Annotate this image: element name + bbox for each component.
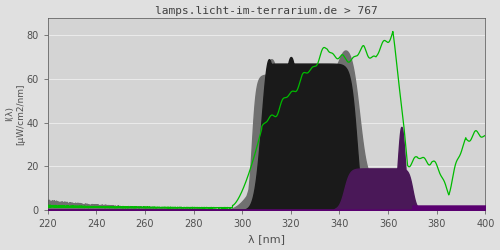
X-axis label: λ [nm]: λ [nm] <box>248 234 285 244</box>
Y-axis label: I(λ)
[μW/cm2/nm]: I(λ) [μW/cm2/nm] <box>6 83 25 144</box>
Title: lamps.licht-im-terrarium.de > 767: lamps.licht-im-terrarium.de > 767 <box>155 6 378 16</box>
